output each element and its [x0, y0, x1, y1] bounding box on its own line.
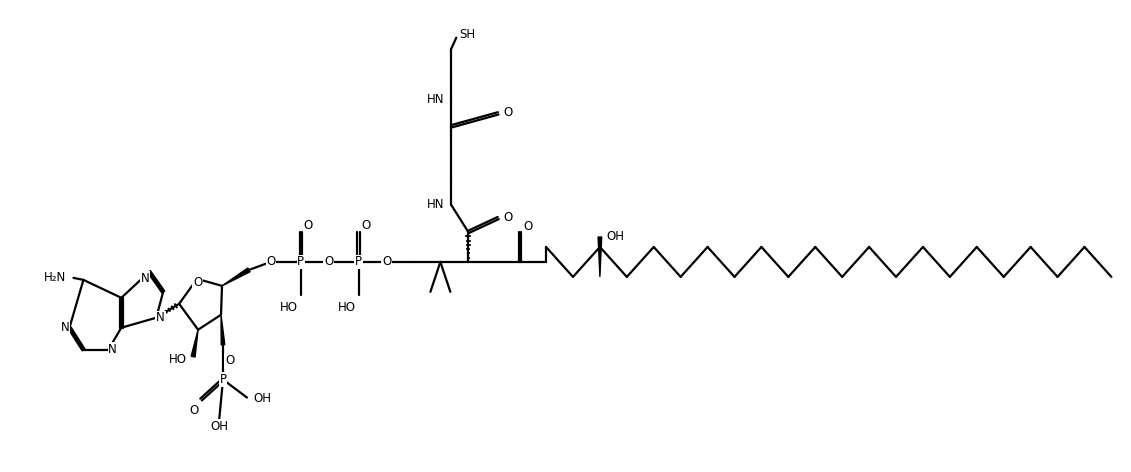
- Text: OH: OH: [210, 420, 228, 433]
- Text: HN: HN: [426, 93, 444, 106]
- Text: OH: OH: [606, 230, 624, 244]
- Text: O: O: [382, 255, 391, 269]
- Text: O: O: [524, 220, 533, 233]
- Text: N: N: [61, 321, 69, 334]
- Text: HO: HO: [279, 301, 297, 314]
- Text: N: N: [109, 343, 118, 356]
- Text: O: O: [304, 219, 313, 232]
- Text: HO: HO: [170, 353, 187, 366]
- Text: N: N: [156, 311, 165, 324]
- Text: O: O: [503, 106, 512, 119]
- Text: SH: SH: [459, 28, 475, 41]
- Text: P: P: [219, 373, 226, 386]
- Text: HN: HN: [426, 198, 444, 211]
- Text: H₂N: H₂N: [44, 271, 67, 284]
- Text: OH: OH: [253, 392, 271, 405]
- Polygon shape: [598, 237, 602, 277]
- Text: HO: HO: [338, 301, 355, 314]
- Text: O: O: [193, 277, 202, 289]
- Text: N: N: [140, 272, 149, 285]
- Text: O: O: [362, 219, 371, 232]
- Text: O: O: [503, 211, 512, 224]
- Text: O: O: [225, 354, 234, 367]
- Text: O: O: [190, 404, 199, 416]
- Text: O: O: [266, 255, 276, 269]
- Polygon shape: [222, 268, 250, 286]
- Text: P: P: [297, 255, 304, 269]
- Text: O: O: [325, 255, 334, 269]
- Text: P: P: [355, 255, 362, 269]
- Polygon shape: [191, 330, 198, 357]
- Polygon shape: [221, 315, 225, 345]
